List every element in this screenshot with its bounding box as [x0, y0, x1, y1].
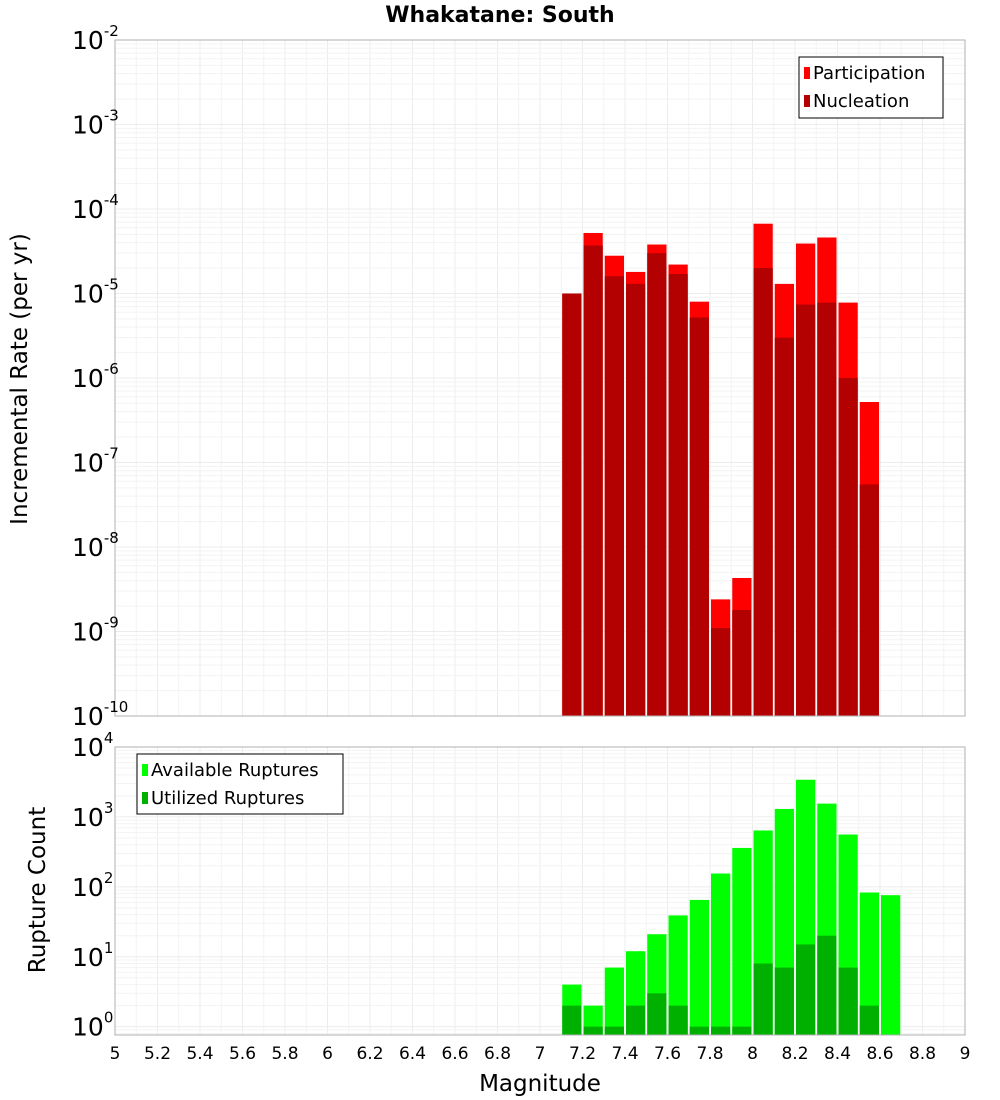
bottom-bar-available-ruptures — [859, 892, 879, 1035]
x-tick-label: 5 — [110, 1044, 121, 1064]
top-bar-nucleation — [689, 317, 709, 716]
bottom-legend-box — [136, 753, 344, 815]
top-bar-nucleation — [583, 245, 603, 717]
top-chart-panel: 10-10 10-9 10-8 10-7 10-6 10-5 10-4 10-3 10-2 Par… — [72, 22, 966, 731]
top-bar-nucleation — [753, 268, 773, 716]
bottom-legend-swatch — [142, 792, 148, 804]
x-tick-label: 8.8 — [909, 1044, 936, 1064]
x-tick-labels: 5 5.2 5.4 5.6 5.8 6 6.2 6.4 6.6 6.8 7 7.2 7.4 7.6 7.8 8… — [110, 1044, 971, 1064]
bottom-chart-panel: 100 101 102 103 104 Available Ruptures Utilize… — [72, 729, 966, 1042]
bottom-y-axis-label: Rupture Count — [25, 807, 51, 973]
x-tick-label: 5.2 — [144, 1044, 171, 1064]
top-bar-nucleation — [604, 276, 624, 716]
top-y-tick-label: 10-6 — [72, 360, 119, 393]
bottom-legend-label: Utilized Ruptures — [151, 788, 304, 809]
x-tick-label: 6.2 — [356, 1044, 383, 1064]
bottom-bar-available-ruptures — [881, 895, 901, 1035]
bottom-bar-available-ruptures — [668, 915, 688, 1035]
x-tick-label: 6.4 — [399, 1044, 426, 1064]
x-tick-label: 9 — [960, 1044, 971, 1064]
top-y-tick-label: 10-7 — [72, 445, 119, 478]
bottom-y-tick-label: 102 — [72, 869, 113, 902]
top-y-tick-label: 10-2 — [72, 22, 119, 55]
bottom-bar-utilized-ruptures — [626, 1005, 646, 1035]
bottom-legend-swatch — [142, 764, 148, 776]
x-tick-label: 7.4 — [611, 1044, 638, 1064]
bottom-y-tick-label: 104 — [72, 729, 113, 762]
top-legend-label: Nucleation — [813, 91, 909, 112]
top-y-tick-label: 10-8 — [72, 529, 119, 562]
top-bar-nucleation — [774, 337, 794, 716]
x-tick-label: 6.6 — [441, 1044, 468, 1064]
x-tick-label: 8.2 — [781, 1044, 808, 1064]
x-tick-label: 6 — [322, 1044, 333, 1064]
top-y-tick-label: 10-5 — [72, 276, 119, 309]
top-bar-nucleation — [817, 302, 837, 716]
top-legend-label: Participation — [813, 63, 925, 84]
top-y-tick-label: 10-10 — [72, 698, 128, 731]
top-bar-nucleation — [647, 253, 667, 716]
x-tick-label: 5.4 — [186, 1044, 213, 1064]
top-bar-nucleation — [562, 293, 582, 716]
bottom-legend: Available Ruptures Utilized Ruptures — [136, 753, 344, 815]
bottom-bar-utilized-ruptures — [838, 967, 858, 1035]
top-y-tick-label: 10-9 — [72, 614, 119, 647]
top-legend: Participation Nucleation — [798, 56, 944, 119]
bottom-bar-available-ruptures — [604, 967, 624, 1035]
bottom-bar-utilized-ruptures — [859, 1005, 879, 1035]
x-tick-label: 8.4 — [824, 1044, 851, 1064]
x-tick-label: 8 — [747, 1044, 758, 1064]
top-legend-swatch — [804, 67, 810, 79]
bottom-bar-utilized-ruptures — [753, 963, 773, 1035]
x-axis-label: Magnitude — [479, 1071, 601, 1097]
chart-title: Whakatane: South — [385, 3, 614, 28]
top-bar-nucleation — [732, 609, 752, 716]
bottom-bar-utilized-ruptures — [732, 1026, 752, 1035]
bottom-bar-available-ruptures — [732, 847, 752, 1035]
bottom-bar-available-ruptures — [689, 899, 709, 1035]
x-tick-label: 7.2 — [569, 1044, 596, 1064]
top-bar-nucleation — [626, 283, 646, 716]
top-y-tick-label: 10-3 — [72, 107, 119, 140]
x-tick-label: 7.8 — [696, 1044, 723, 1064]
x-tick-label: 7.6 — [654, 1044, 681, 1064]
top-bar-nucleation — [668, 274, 688, 716]
bottom-bar-utilized-ruptures — [774, 967, 794, 1035]
top-legend-swatch — [804, 95, 810, 107]
bottom-y-tick-label: 100 — [72, 1009, 113, 1042]
top-bar-nucleation — [711, 628, 731, 716]
bottom-bar-utilized-ruptures — [583, 1026, 603, 1035]
bottom-bar-utilized-ruptures — [668, 1005, 688, 1035]
top-bar-nucleation — [859, 484, 879, 716]
top-y-axis-label: Incremental Rate (per yr) — [7, 233, 33, 525]
x-tick-label: 7 — [535, 1044, 546, 1064]
bottom-y-tick-label: 101 — [72, 939, 113, 972]
x-tick-label: 5.8 — [271, 1044, 298, 1064]
bottom-bar-utilized-ruptures — [647, 993, 667, 1035]
bottom-bar-available-ruptures — [711, 873, 731, 1035]
top-legend-box — [798, 56, 944, 119]
bottom-bar-utilized-ruptures — [562, 1005, 582, 1035]
top-y-tick-label: 10-4 — [72, 191, 119, 224]
bottom-legend-label: Available Ruptures — [151, 760, 319, 781]
x-tick-label: 5.6 — [229, 1044, 256, 1064]
bottom-bar-utilized-ruptures — [711, 1026, 731, 1035]
bottom-bar-utilized-ruptures — [689, 1026, 709, 1035]
x-tick-label: 8.6 — [866, 1044, 893, 1064]
bottom-bar-utilized-ruptures — [817, 935, 837, 1035]
top-bar-nucleation — [838, 378, 858, 716]
bottom-bar-utilized-ruptures — [604, 1026, 624, 1035]
top-bar-nucleation — [796, 304, 816, 716]
top-plot-border — [114, 39, 966, 717]
bottom-y-tick-label: 103 — [72, 799, 113, 832]
bottom-bar-utilized-ruptures — [796, 944, 816, 1035]
bottom-plot-border — [114, 746, 966, 1036]
x-tick-label: 6.8 — [484, 1044, 511, 1064]
